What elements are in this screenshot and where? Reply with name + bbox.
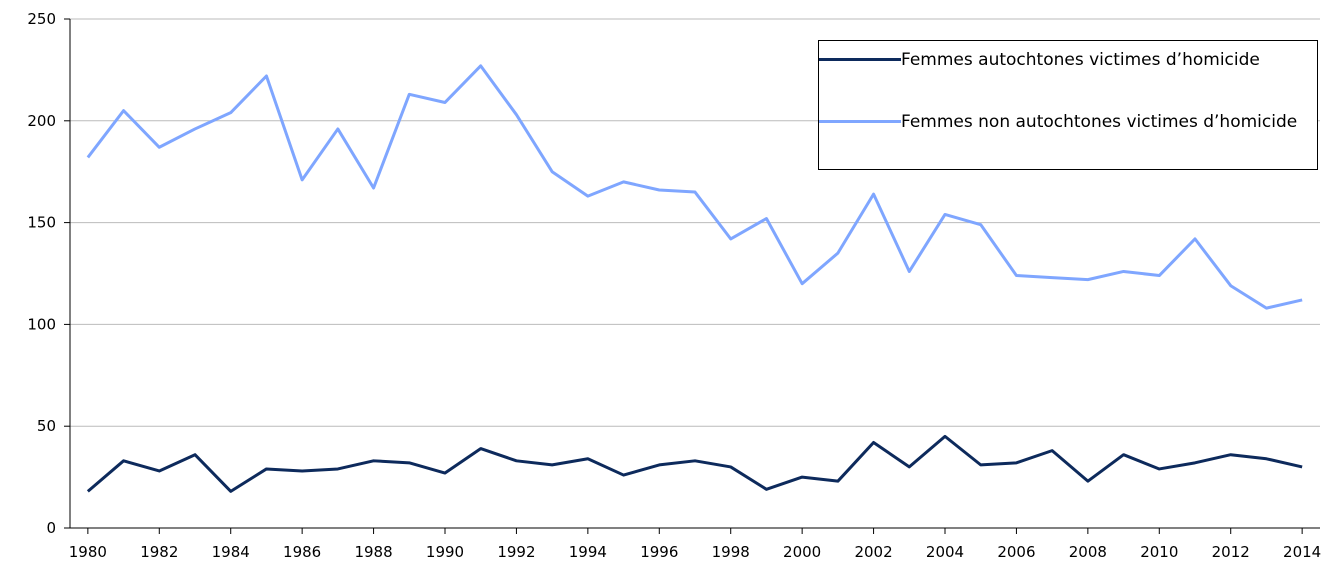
x-tick-label: 1984: [212, 543, 250, 561]
x-tick-label: 2004: [926, 543, 964, 561]
x-tick-label: 1986: [283, 543, 321, 561]
legend-swatch: [819, 58, 901, 61]
x-tick-label: 1990: [426, 543, 464, 561]
legend-label: Femmes non autochtones victimes d’homici…: [901, 112, 1298, 132]
y-tick-label: 50: [37, 417, 56, 435]
x-tick-label: 1982: [140, 543, 178, 561]
legend-swatch: [819, 120, 901, 123]
x-tick-label: 1988: [354, 543, 392, 561]
x-tick-label: 2008: [1069, 543, 1107, 561]
series-line: [86, 434, 1303, 493]
legend-label: Femmes autochtones victimes d’homicide: [901, 50, 1260, 70]
series-line: [86, 64, 1303, 310]
legend: Femmes autochtones victimes d’homicide Fe…: [818, 40, 1318, 170]
x-tick-label: 1994: [569, 543, 607, 561]
x-tick-label: 1996: [640, 543, 678, 561]
y-tick-label: 100: [27, 315, 56, 333]
y-tick-label: 0: [46, 519, 56, 537]
x-tick-label: 1998: [712, 543, 750, 561]
y-tick-label: 200: [27, 112, 56, 130]
x-tick-label: 1992: [497, 543, 535, 561]
legend-item: Femmes non autochtones victimes d’homici…: [819, 111, 1301, 133]
x-tick-label: 2010: [1140, 543, 1178, 561]
x-tick-label: 2000: [783, 543, 821, 561]
x-tick-label: 2002: [854, 543, 892, 561]
y-tick-label: 250: [27, 10, 56, 28]
x-tick-label: 1980: [69, 543, 107, 561]
legend-item: Femmes autochtones victimes d’homicide: [819, 49, 1301, 71]
x-tick-label: 2012: [1212, 543, 1250, 561]
y-tick-label: 150: [27, 214, 56, 232]
x-tick-label: 2014: [1283, 543, 1321, 561]
x-tick-label: 2006: [997, 543, 1035, 561]
